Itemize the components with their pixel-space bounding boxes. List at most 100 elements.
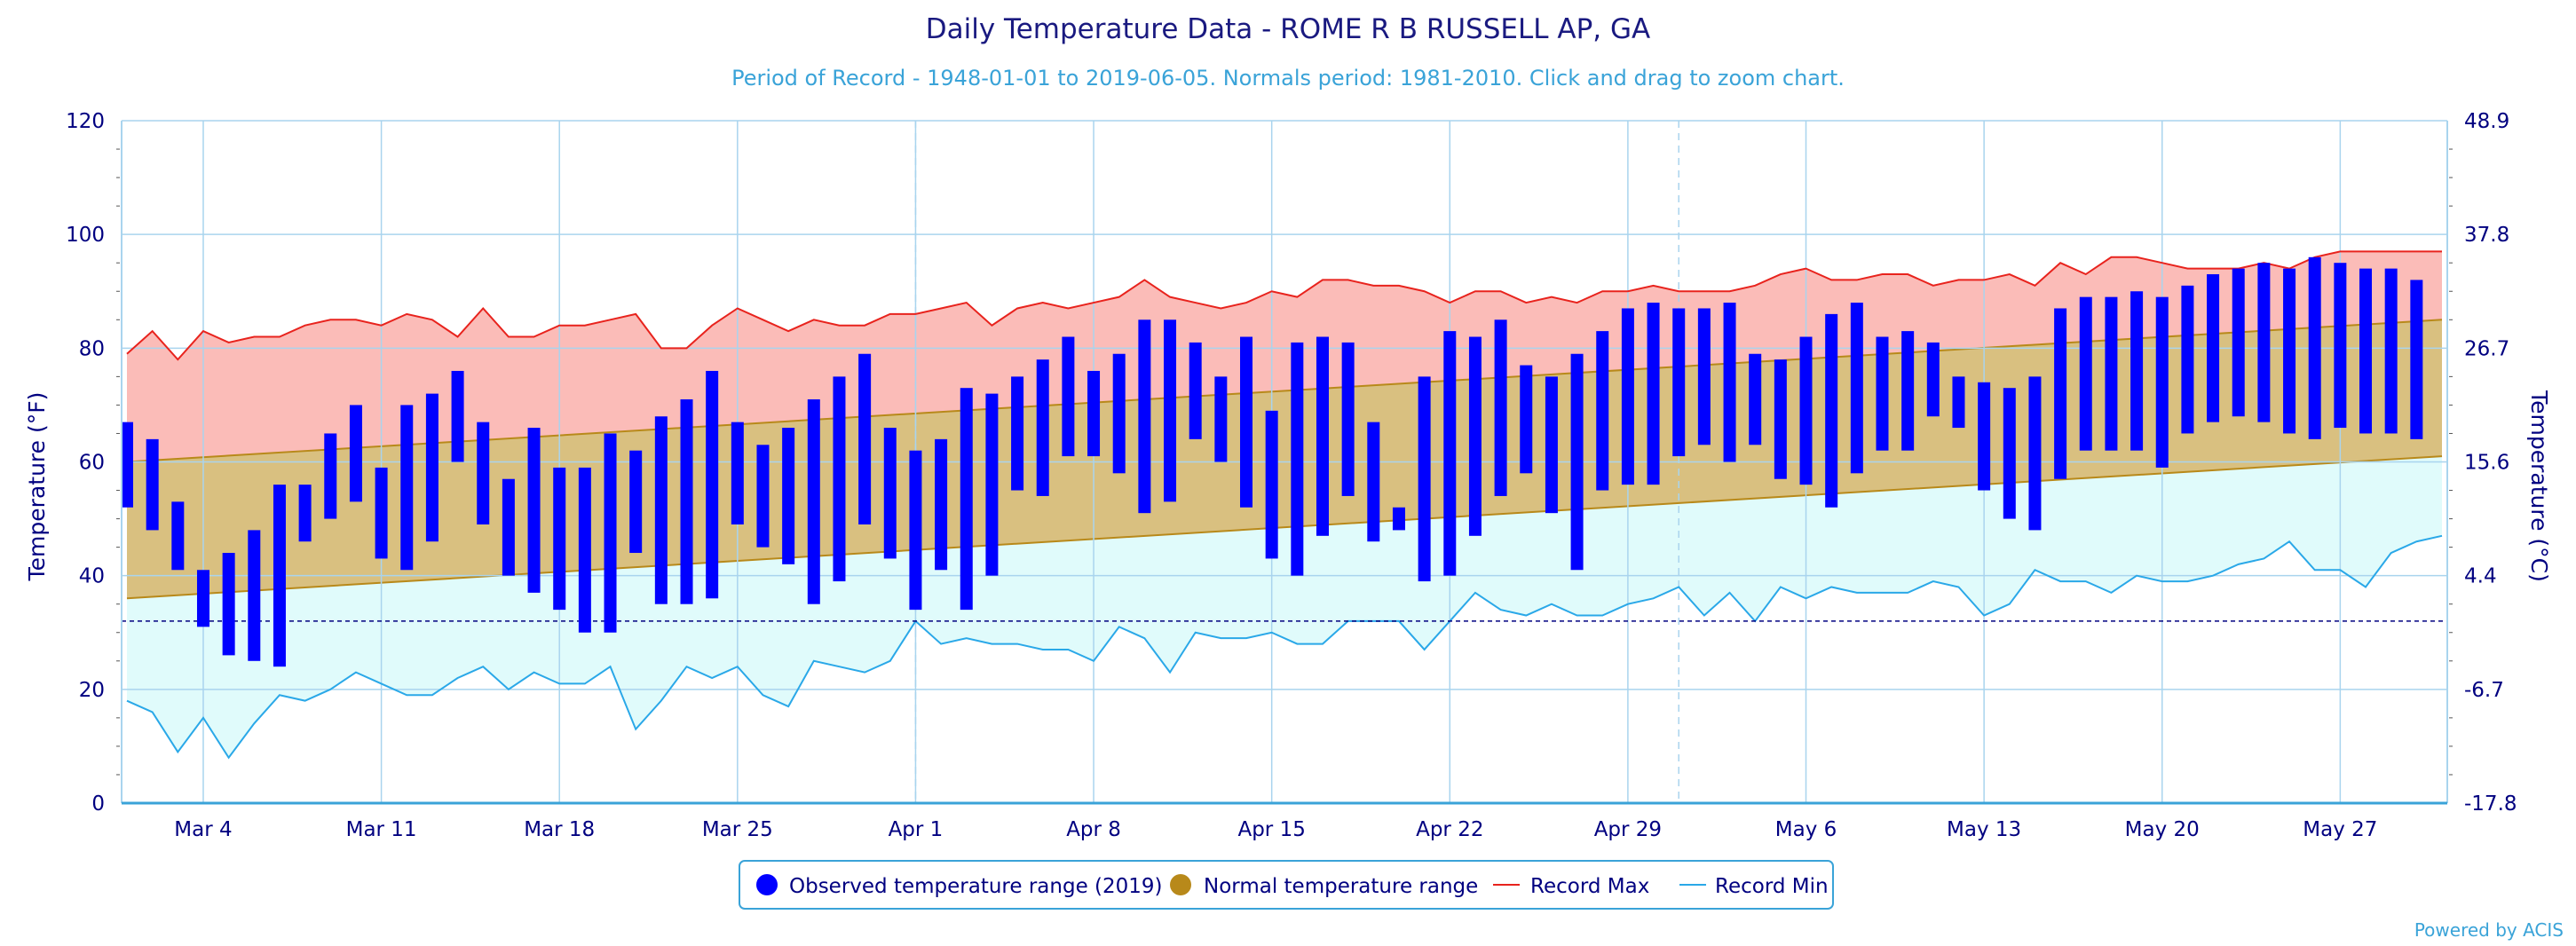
- observed-bar[interactable]: [960, 388, 973, 611]
- observed-bar[interactable]: [1341, 342, 1355, 496]
- observed-bar[interactable]: [1112, 353, 1126, 474]
- observed-bar[interactable]: [1570, 353, 1584, 571]
- observed-bar[interactable]: [1876, 336, 1889, 451]
- observed-bar[interactable]: [2232, 268, 2245, 417]
- observed-bar[interactable]: [1011, 376, 1024, 491]
- observed-bar[interactable]: [1036, 359, 1049, 496]
- legend-observed-label[interactable]: Observed temperature range (2019): [789, 875, 1163, 898]
- observed-bar[interactable]: [1291, 342, 1304, 576]
- observed-bar[interactable]: [2181, 285, 2194, 434]
- observed-bar[interactable]: [1494, 319, 1507, 496]
- observed-bar[interactable]: [375, 467, 388, 559]
- observed-bar[interactable]: [1418, 376, 1431, 582]
- observed-bar[interactable]: [1443, 331, 1457, 576]
- observed-bar[interactable]: [2003, 388, 2016, 519]
- observed-bar[interactable]: [1901, 331, 1915, 451]
- observed-bar[interactable]: [833, 376, 846, 582]
- observed-bar[interactable]: [1520, 365, 1533, 474]
- observed-bar[interactable]: [1799, 336, 1813, 485]
- observed-bar[interactable]: [1697, 308, 1711, 445]
- observed-bar[interactable]: [2257, 263, 2271, 422]
- observed-bar[interactable]: [2105, 296, 2118, 451]
- observed-bar[interactable]: [1850, 303, 1863, 474]
- observed-bar[interactable]: [1926, 342, 1940, 417]
- observed-bar[interactable]: [2207, 274, 2220, 422]
- observed-bar[interactable]: [1723, 303, 1736, 462]
- y-tick-label-right: 26.7: [2464, 337, 2509, 360]
- observed-bar[interactable]: [1062, 336, 1075, 457]
- observed-bar[interactable]: [1265, 410, 1278, 559]
- observed-bar[interactable]: [756, 445, 770, 548]
- observed-bar[interactable]: [121, 422, 133, 508]
- observed-bar[interactable]: [578, 467, 591, 633]
- observed-bar[interactable]: [604, 433, 617, 633]
- observed-bar[interactable]: [171, 501, 185, 571]
- observed-bar[interactable]: [1367, 422, 1380, 542]
- observed-bar[interactable]: [2308, 256, 2321, 439]
- observed-bar[interactable]: [1621, 308, 1634, 485]
- observed-bar[interactable]: [1952, 376, 1965, 429]
- legend-normal-label[interactable]: Normal temperature range: [1204, 875, 1478, 898]
- powered-by-credit[interactable]: Powered by ACIS: [2414, 919, 2564, 941]
- observed-bar[interactable]: [2028, 376, 2042, 531]
- observed-bar[interactable]: [680, 399, 693, 604]
- observed-bar[interactable]: [298, 485, 312, 542]
- chart-subtitle[interactable]: Period of Record - 1948-01-01 to 2019-06…: [731, 66, 1845, 91]
- observed-bar[interactable]: [324, 433, 337, 519]
- observed-bar[interactable]: [2334, 263, 2347, 429]
- observed-bar[interactable]: [400, 405, 414, 571]
- observed-bar[interactable]: [629, 450, 643, 554]
- observed-bar[interactable]: [451, 370, 464, 462]
- legend-record-min-label[interactable]: Record Min: [1715, 875, 1829, 898]
- observed-bar[interactable]: [1468, 336, 1482, 536]
- observed-bar[interactable]: [196, 570, 209, 627]
- observed-bar[interactable]: [2359, 268, 2373, 434]
- observed-bar[interactable]: [1545, 376, 1558, 514]
- observed-bar[interactable]: [222, 553, 235, 656]
- observed-bar[interactable]: [1087, 370, 1101, 457]
- observed-bar[interactable]: [1978, 382, 1991, 491]
- observed-bar[interactable]: [1825, 313, 1838, 508]
- observed-bar[interactable]: [527, 428, 541, 593]
- observed-bar[interactable]: [1749, 353, 1762, 445]
- observed-bar[interactable]: [2054, 308, 2067, 479]
- observed-bar[interactable]: [985, 393, 999, 576]
- observed-bar[interactable]: [1214, 376, 1228, 462]
- observed-bar[interactable]: [248, 530, 261, 661]
- observed-bar[interactable]: [349, 405, 362, 502]
- observed-bar[interactable]: [1164, 319, 1177, 502]
- observed-bar[interactable]: [654, 416, 668, 604]
- observed-bar[interactable]: [553, 467, 566, 611]
- observed-bar[interactable]: [909, 450, 922, 611]
- observed-bar[interactable]: [1672, 308, 1686, 457]
- observed-bar[interactable]: [731, 422, 744, 524]
- observed-bar[interactable]: [935, 438, 948, 571]
- observed-bar[interactable]: [1392, 507, 1405, 531]
- observed-bar[interactable]: [273, 485, 286, 667]
- observed-bar[interactable]: [807, 399, 820, 604]
- observed-bar[interactable]: [883, 428, 897, 559]
- observed-bar[interactable]: [1138, 319, 1151, 514]
- observed-bar[interactable]: [2130, 291, 2144, 451]
- observed-bar[interactable]: [706, 370, 719, 599]
- observed-bar[interactable]: [2283, 268, 2296, 434]
- observed-bar[interactable]: [502, 478, 515, 576]
- observed-bar[interactable]: [1189, 342, 1202, 439]
- observed-bar[interactable]: [2384, 268, 2398, 434]
- observed-bar[interactable]: [2155, 296, 2169, 468]
- observed-bar[interactable]: [2079, 296, 2092, 451]
- observed-bar[interactable]: [858, 353, 872, 524]
- observed-bar[interactable]: [1774, 359, 1787, 479]
- legend-record-max-label[interactable]: Record Max: [1530, 875, 1649, 898]
- observed-bar[interactable]: [782, 428, 795, 564]
- observed-bar[interactable]: [1316, 336, 1329, 536]
- observed-bar[interactable]: [1240, 336, 1253, 508]
- plot-area[interactable]: [121, 120, 2447, 804]
- observed-bar[interactable]: [1596, 331, 1609, 491]
- observed-bar[interactable]: [425, 393, 439, 542]
- observed-bar[interactable]: [1647, 303, 1660, 485]
- observed-bar[interactable]: [2410, 280, 2423, 439]
- observed-bar[interactable]: [146, 438, 159, 531]
- observed-bar[interactable]: [477, 422, 490, 524]
